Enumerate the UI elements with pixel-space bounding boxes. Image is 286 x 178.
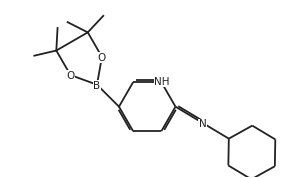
Text: B: B [94, 81, 101, 91]
Text: N: N [199, 119, 207, 129]
Text: O: O [66, 71, 75, 81]
Text: NH: NH [154, 77, 170, 87]
Text: O: O [98, 53, 106, 63]
